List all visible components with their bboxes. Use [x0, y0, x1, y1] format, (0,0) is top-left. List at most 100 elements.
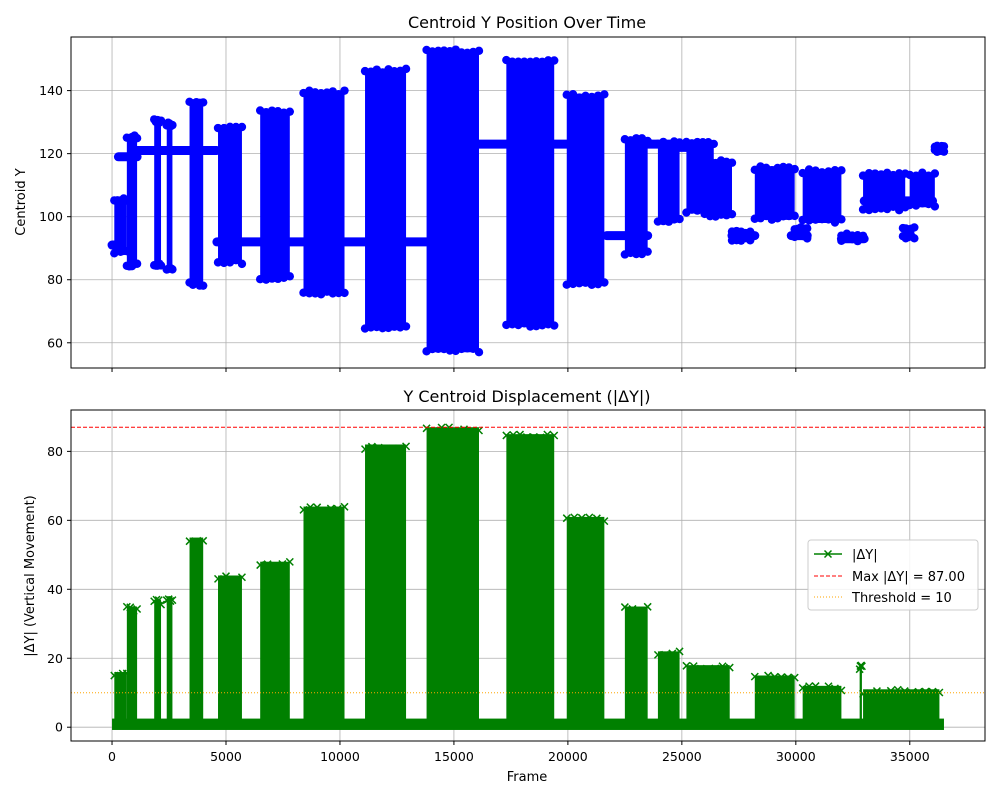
bottom-x-ticks: 0 5000 10000 15000 20000 25000 30000 35000 [108, 741, 930, 764]
bottom-x-tick-label: 35000 [890, 749, 930, 764]
top-marker [474, 46, 484, 56]
top-marker [600, 278, 609, 287]
top-burst-block [802, 169, 842, 223]
top-burst-block [909, 172, 935, 208]
top-marker [830, 166, 840, 175]
bottom-marker [777, 673, 786, 682]
bottom-marker [114, 671, 123, 680]
top-marker [593, 91, 603, 100]
top-marker [213, 123, 223, 133]
bottom-marker [798, 683, 807, 692]
bottom-marker [313, 503, 322, 512]
top-marker [587, 280, 597, 289]
top-marker [939, 147, 949, 156]
top-burst-block [303, 90, 345, 296]
bottom-burst-block [802, 685, 842, 728]
bottom-marker [718, 662, 727, 671]
bottom-burst-block [365, 444, 407, 728]
top-marker [532, 57, 541, 66]
bottom-marker [213, 574, 223, 583]
bottom-marker [543, 430, 552, 439]
top-marker [910, 234, 919, 243]
bottom-marker [577, 513, 586, 522]
bottom-marker [628, 604, 637, 613]
bottom-marker [194, 538, 203, 547]
bottom-marker [935, 688, 944, 697]
bottom-burst-block [506, 434, 555, 728]
top-marker [824, 167, 833, 176]
bottom-marker [299, 505, 308, 514]
bottom-marker [661, 650, 670, 659]
top-marker [237, 259, 247, 269]
bottom-marker [682, 661, 691, 670]
bottom-x-tick-label: 15000 [434, 749, 474, 764]
legend-label-delta-y: |ΔY| [852, 548, 878, 563]
top-burst-block [863, 172, 906, 211]
bottom-marker [696, 664, 705, 673]
top-y-tick-label: 100 [39, 209, 63, 224]
top-marker [198, 281, 208, 290]
top-burst-block [426, 49, 479, 353]
bottom-marker [374, 443, 383, 452]
top-axes-frame [70, 36, 986, 369]
top-marker [334, 288, 343, 298]
bottom-marker [340, 502, 349, 511]
top-marker [568, 279, 578, 289]
bottom-marker [600, 517, 609, 526]
top-marker [817, 214, 827, 224]
top-burst-block [704, 159, 732, 217]
bottom-axes-frame [70, 409, 986, 742]
top-marker [817, 168, 827, 177]
bottom-marker [168, 596, 177, 605]
bottom-y-tick-label: 80 [47, 444, 63, 459]
bottom-marker [643, 602, 652, 611]
legend-entry-max: Max |ΔY| = 87.00 [814, 570, 965, 585]
bottom-x-tick-label: 25000 [662, 749, 702, 764]
bottom-x-tick-label: 10000 [320, 749, 360, 764]
bottom-marker [725, 663, 734, 672]
top-marker [709, 139, 718, 149]
top-marker [905, 200, 914, 210]
top-y-tick-label: 120 [39, 146, 63, 161]
bottom-reference-lines [71, 426, 985, 694]
bottom-burst-block [126, 606, 138, 728]
bottom-burst-block [260, 561, 290, 728]
bottom-marker [783, 673, 793, 682]
top-x-ticks [111, 368, 911, 372]
bottom-marker [757, 675, 766, 684]
top-marker [550, 321, 559, 330]
legend-entry-threshold: Threshold = 10 [814, 591, 952, 606]
top-marker [132, 134, 142, 143]
bottom-marker [711, 664, 720, 673]
bottom-burst-block [218, 575, 242, 728]
top-marker [156, 116, 166, 125]
bottom-chart-panel: Y Centroid Displacement (|ΔY|) 0 5000 1000… [23, 387, 986, 785]
top-marker [864, 168, 874, 178]
bottom-burst-block [303, 506, 345, 728]
bottom-marker [402, 442, 411, 451]
bottom-x-tick-label: 5000 [210, 749, 242, 764]
legend-label-max: Max |ΔY| = 87.00 [852, 570, 965, 585]
bottom-marker [830, 684, 839, 693]
bottom-marker [229, 575, 239, 584]
top-marker [798, 215, 807, 225]
bottom-marker [333, 504, 342, 513]
top-y-tick-label: 80 [47, 272, 63, 287]
bottom-marker [285, 557, 294, 566]
top-marker [798, 168, 807, 178]
top-marker [811, 215, 820, 224]
top-marker [746, 227, 755, 236]
bottom-y-tick-label: 40 [47, 582, 63, 597]
bottom-x-tick-label: 0 [108, 749, 116, 764]
bottom-marker [550, 431, 559, 440]
bottom-x-tick-label: 30000 [776, 749, 816, 764]
top-marker [824, 215, 833, 224]
top-marker [675, 214, 684, 224]
bottom-marker [278, 559, 287, 569]
top-y-axis-label: Centroid Y [14, 168, 29, 235]
top-marker [550, 56, 559, 65]
bottom-marker [422, 424, 431, 433]
top-marker [830, 218, 840, 227]
bottom-burst-block [114, 672, 127, 728]
